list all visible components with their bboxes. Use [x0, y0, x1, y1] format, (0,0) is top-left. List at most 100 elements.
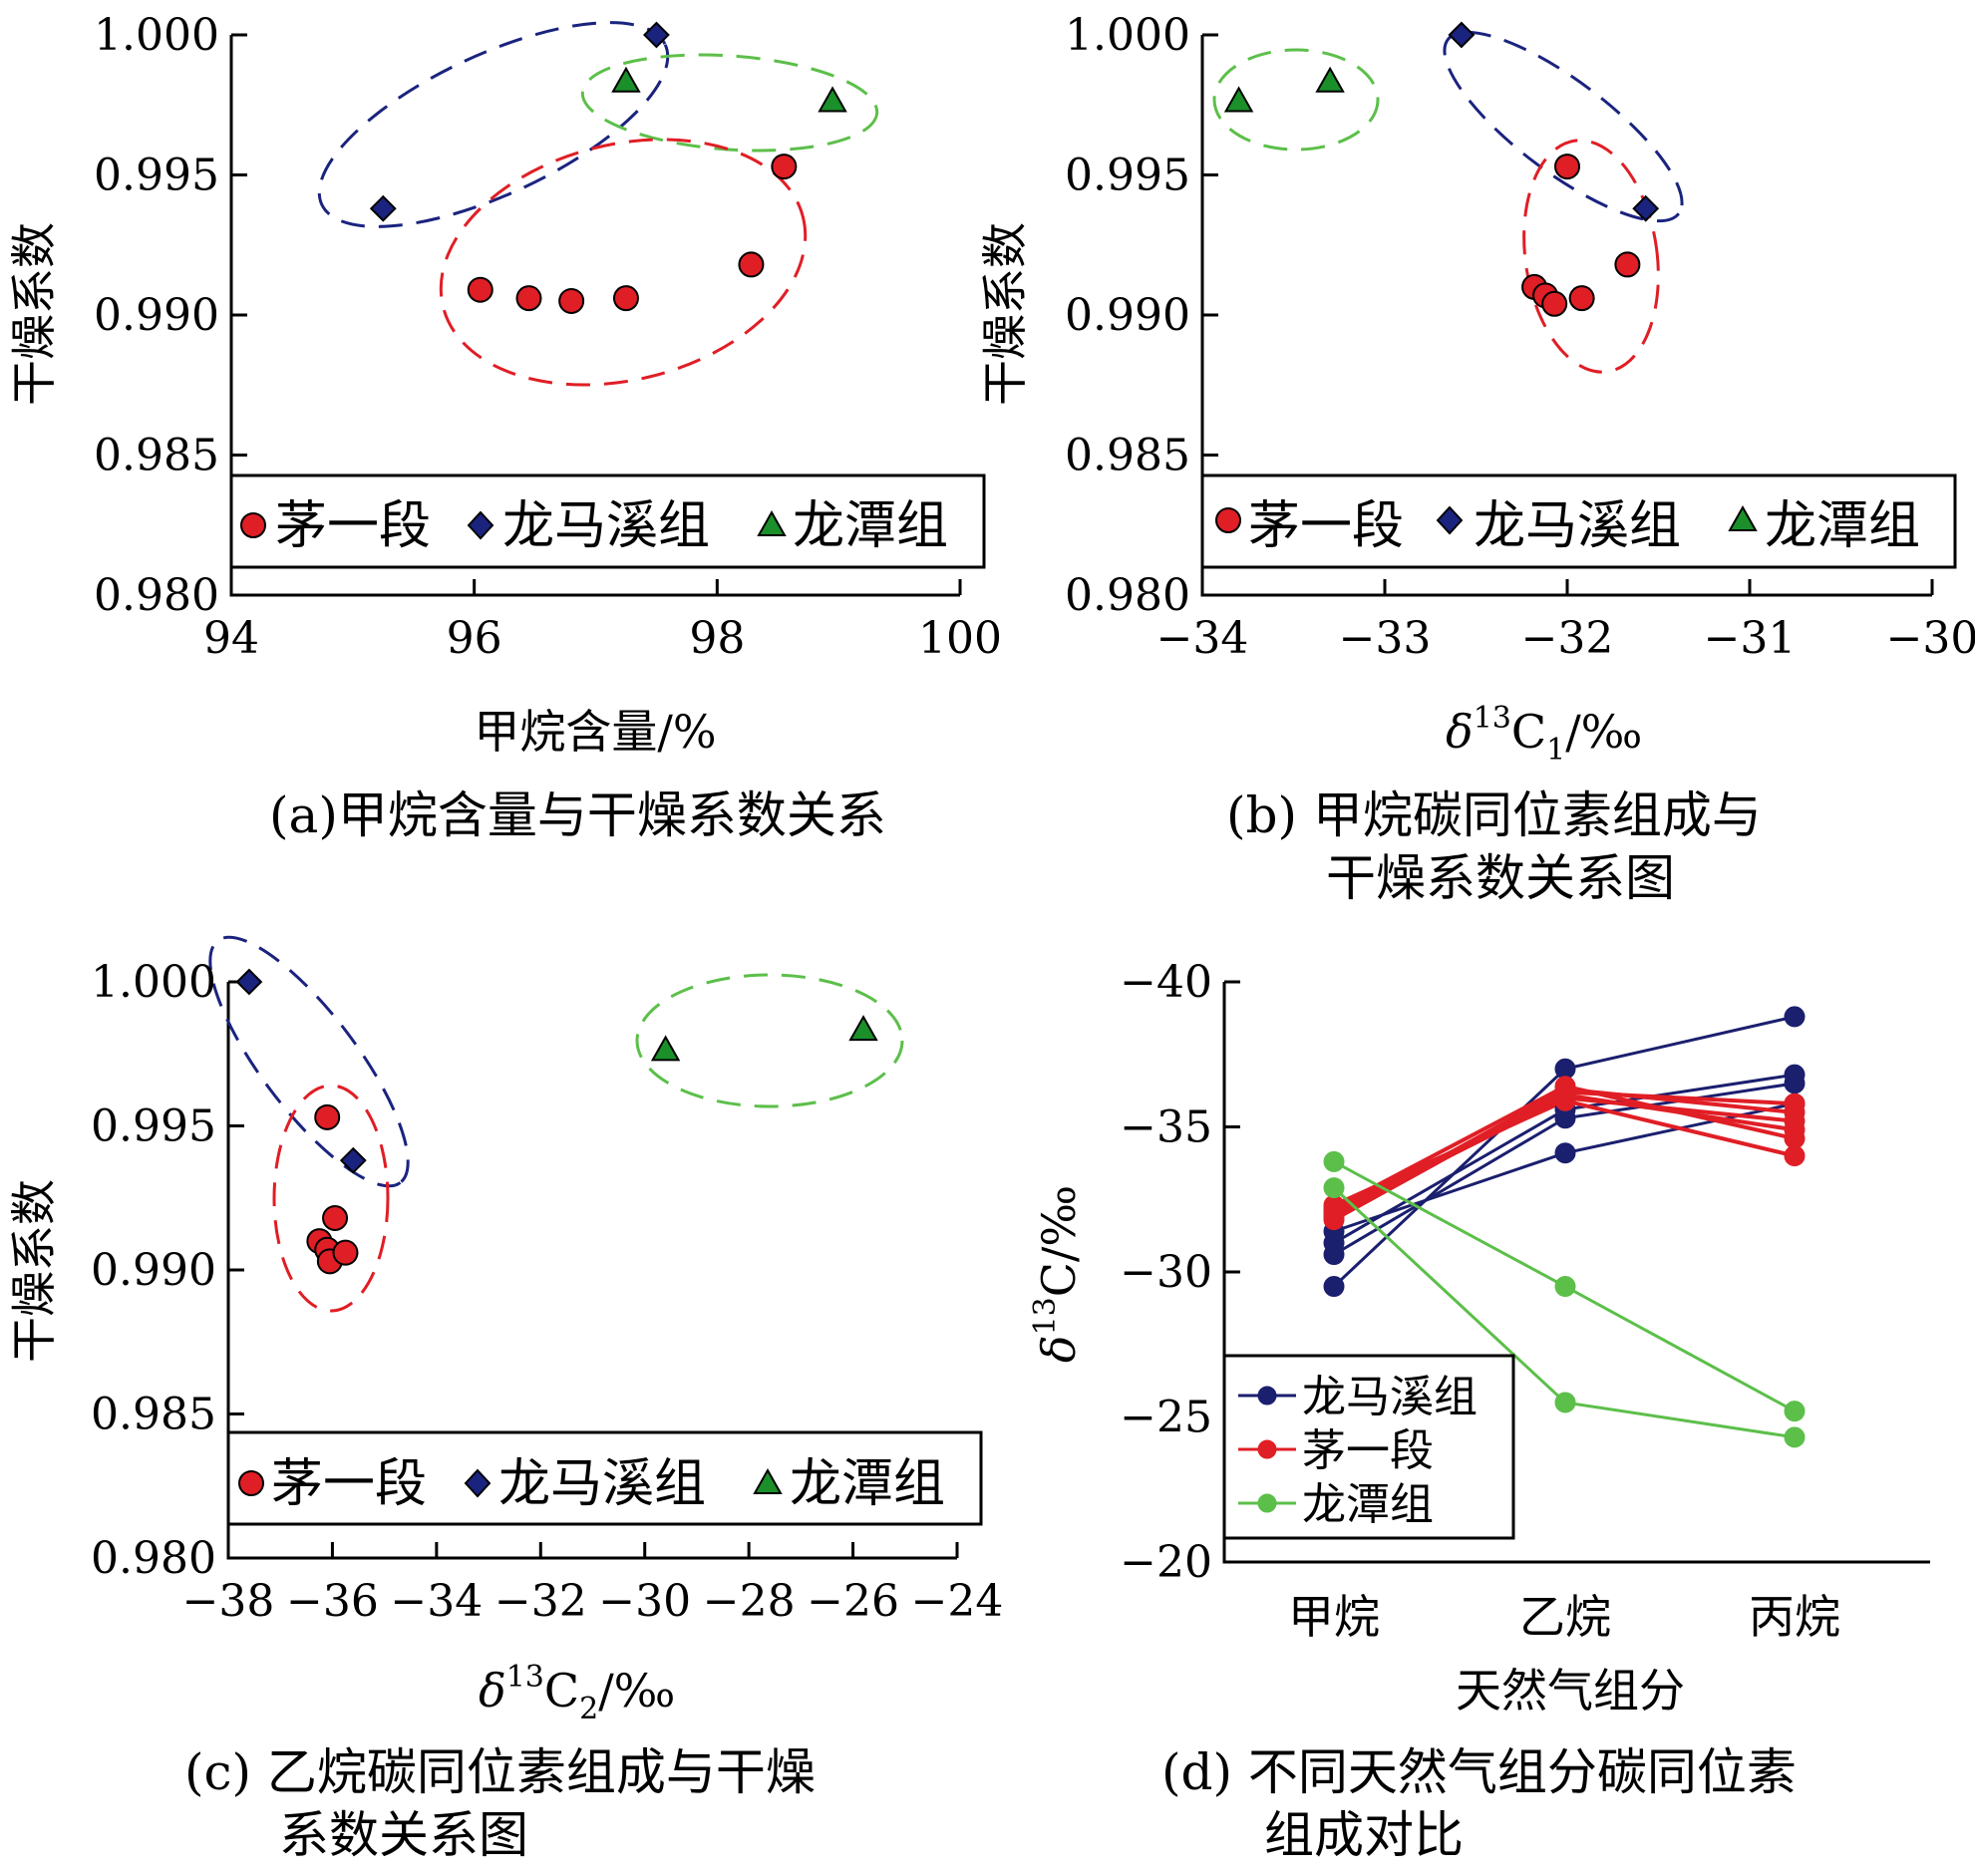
panel-d-point — [1554, 1142, 1576, 1164]
panel-c-legend-box — [226, 1430, 983, 1526]
legend-longtan-marker — [1728, 504, 1758, 531]
panel-c-ytick-label: 0.995 — [91, 1101, 216, 1152]
panel-a-point-diamond — [643, 21, 670, 49]
panel-c-point-diamond — [339, 1146, 367, 1174]
panel-b-xtick-label: −30 — [1886, 613, 1975, 664]
panel-d-point — [1784, 1145, 1806, 1167]
panel-c: 0.980 0.985 0.990 0.995 1.000 −38 −36 −34 −32 −30… — [7, 935, 1003, 1864]
panel-c-marks — [235, 968, 878, 1275]
panel-d-category-label: 乙烷 — [1519, 1590, 1611, 1644]
panel-b-caption-line2: 干燥系数关系图 — [1326, 849, 1675, 907]
panel-c-ylabel: 干燥系数 — [7, 1179, 61, 1363]
panel-a-ytick-label: 0.985 — [94, 431, 219, 481]
panel-d-caption-line1: (d) 不同天然气组分碳同位素 — [1161, 1743, 1797, 1801]
panel-c-xtick-label: −26 — [807, 1576, 899, 1627]
panel-d-legend: 龙马溪组 茅一段 龙潭组 — [1238, 1372, 1478, 1530]
panel-b-xlabel: δ13C1/‰ — [1446, 701, 1642, 768]
panel-b-ytick-label: 0.990 — [1065, 290, 1190, 341]
panel-b-xtick-label: −33 — [1339, 613, 1432, 664]
panel-a-xtick-label: 100 — [918, 613, 1002, 664]
legend-longtan-label: 龙潭组 — [790, 1454, 945, 1514]
panel-d-point — [1784, 1426, 1806, 1448]
panel-a-ylabel: 干燥系数 — [7, 222, 61, 406]
panel-c-ytick-label: 1.000 — [91, 957, 216, 1008]
legend-maoyi-marker — [1215, 507, 1241, 533]
panel-b-ytick-label: 0.995 — [1065, 151, 1190, 201]
panel-d-category-label: 丙烷 — [1749, 1590, 1840, 1644]
panel-d-ticks: −40 −35 −30 −25 −20 甲烷 乙烷 丙烷 — [1120, 957, 1840, 1644]
panel-c-xtick-label: −36 — [286, 1576, 379, 1627]
panel-b-xtick-label: −34 — [1156, 613, 1249, 664]
panel-a-point-triangle — [818, 86, 847, 113]
panel-a-point-circle — [771, 154, 798, 180]
panel-a-point-triangle — [611, 66, 641, 93]
legend-d-longmaxi-marker — [1257, 1386, 1277, 1406]
panel-b-point-circle — [1541, 290, 1568, 317]
panel-d-point — [1554, 1392, 1576, 1413]
panel-c-point-diamond — [235, 968, 263, 996]
panel-a-marks — [369, 21, 847, 314]
panel-b-point-triangle — [1315, 66, 1345, 93]
panel-c-xtick-label: −34 — [390, 1576, 483, 1627]
panel-b-point-circle — [1614, 251, 1641, 278]
legend-d-longtan-label: 龙潭组 — [1302, 1479, 1434, 1530]
panel-c-xtick-label: −28 — [703, 1576, 796, 1627]
panel-a-point-circle — [558, 287, 585, 314]
panel-d-marks — [1323, 1006, 1806, 1448]
legend-longmaxi-marker — [464, 1468, 492, 1498]
panel-c-xtick-label: −24 — [911, 1576, 1004, 1627]
panel-c-point-triangle — [650, 1035, 681, 1062]
panel-c-ytick-label: 0.980 — [91, 1533, 216, 1584]
panel-b-ylabel: 干燥系数 — [978, 222, 1032, 406]
legend-maoyi-marker — [240, 512, 266, 538]
legend-longmaxi-label: 龙马溪组 — [502, 496, 710, 556]
panel-b-ellipses — [1212, 30, 1684, 374]
panel-a-point-circle — [467, 276, 494, 303]
panel-d-ytick-label: −40 — [1120, 957, 1212, 1008]
panel-b-ytick-label: 0.985 — [1065, 431, 1190, 481]
panel-c-legend: 茅一段 龙马溪组 龙潭组 — [238, 1454, 945, 1514]
panel-a-xtick-label: 98 — [689, 613, 745, 664]
panel-b-point-diamond — [1632, 194, 1660, 222]
panel-c-xtick-label: −30 — [598, 1576, 691, 1627]
panel-b-xtick-label: −31 — [1704, 613, 1797, 664]
panel-a-point-circle — [515, 285, 542, 312]
panel-d-point — [1323, 1177, 1345, 1199]
legend-d-maoyi-marker — [1257, 1439, 1277, 1459]
panel-b-point-diamond — [1448, 21, 1476, 49]
panel-c-ellipse-longmaxi — [208, 935, 410, 1188]
panel-c-point-circle — [322, 1204, 349, 1231]
panel-a-xtick-label: 96 — [447, 613, 502, 664]
panel-c-ticks: 0.980 0.985 0.990 0.995 1.000 −38 −36 −34 −32 −30… — [91, 957, 1003, 1627]
legend-longtan-marker — [753, 1467, 783, 1494]
panel-b-legend: 茅一段 龙马溪组 龙潭组 — [1215, 496, 1920, 556]
panel-c-ellipses — [208, 935, 904, 1313]
panel-b-ytick-label: 0.980 — [1065, 570, 1190, 621]
legend-longtan-label: 龙潭组 — [793, 496, 948, 556]
legend-maoyi-marker — [238, 1470, 264, 1496]
panel-b-ellipse-longmaxi — [1443, 30, 1684, 223]
legend-d-maoyi-label: 茅一段 — [1302, 1425, 1434, 1476]
legend-longmaxi-marker — [467, 510, 494, 540]
panel-d-point — [1323, 1150, 1345, 1172]
panel-d-category-label: 甲烷 — [1288, 1590, 1380, 1644]
panel-c-ytick-label: 0.985 — [91, 1390, 216, 1440]
panel-c-xtick-label: −32 — [494, 1576, 587, 1627]
panel-b-xtick-label: −32 — [1521, 613, 1614, 664]
panel-d-xlabel: 天然气组分 — [1456, 1664, 1685, 1718]
legend-maoyi-label: 茅一段 — [275, 496, 431, 556]
panel-c-caption-line2: 系数关系图 — [279, 1806, 528, 1864]
panel-c-ytick-label: 0.990 — [91, 1245, 216, 1296]
panel-a-ytick-label: 0.980 — [94, 570, 219, 621]
panel-a-ytick-label: 0.990 — [94, 290, 219, 341]
svg-text:δ13C/‰: δ13C/‰ — [1028, 1185, 1086, 1363]
panel-c-xtick-label: −38 — [182, 1576, 275, 1627]
panel-c-point-circle — [314, 1103, 341, 1130]
panel-d-point — [1784, 1064, 1806, 1086]
legend-longtan-marker — [757, 509, 787, 536]
panel-c-point-circle — [332, 1239, 359, 1266]
panel-d-ylabel: δ13C/‰ — [1028, 1185, 1086, 1363]
panel-c-ellipse-longtan — [635, 973, 904, 1108]
legend-d-longmaxi-label: 龙马溪组 — [1302, 1372, 1478, 1422]
panel-a-legend: 茅一段 龙马溪组 龙潭组 — [240, 496, 948, 556]
